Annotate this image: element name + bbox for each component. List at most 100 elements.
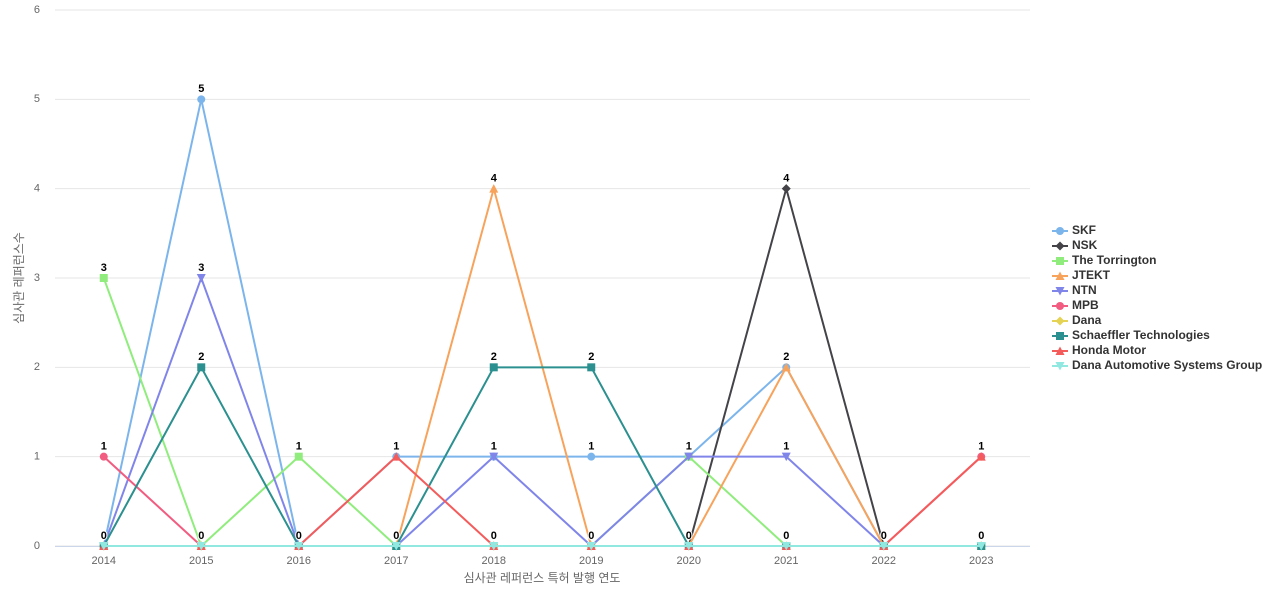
- point: [586, 542, 596, 551]
- legend-label: MPB: [1072, 298, 1099, 312]
- legend-symbol: [1056, 332, 1064, 340]
- legend-label: Dana Automotive Systems Group: [1072, 358, 1262, 372]
- point: [196, 274, 206, 283]
- x-tick-label: 2018: [482, 555, 506, 567]
- x-tick-label: 2014: [92, 555, 116, 567]
- legend-item: NTN: [1052, 283, 1097, 297]
- data-label: 0: [978, 530, 984, 542]
- x-tick-label: 2021: [774, 555, 798, 567]
- point: [391, 542, 401, 551]
- legend-symbol: [1055, 346, 1065, 355]
- data-label: 0: [783, 530, 789, 542]
- y-tick-label: 1: [34, 451, 40, 463]
- data-label: 1: [686, 441, 692, 453]
- legend-symbol: [1056, 257, 1064, 265]
- legend-label: Schaeffler Technologies: [1072, 328, 1210, 342]
- x-tick-label: 2022: [872, 555, 896, 567]
- legend-symbol: [1055, 362, 1065, 371]
- point: [976, 542, 986, 551]
- data-label: 2: [491, 351, 497, 363]
- point: [294, 542, 304, 551]
- point: [294, 452, 303, 461]
- y-tick-label: 2: [34, 361, 40, 373]
- point: [489, 542, 499, 551]
- line: [102, 277, 982, 548]
- y-axis-title: 심사관 레퍼런스수: [12, 232, 26, 324]
- data-label: 0: [686, 530, 692, 542]
- series: [99, 274, 986, 550]
- data-label: 1: [491, 441, 497, 453]
- point: [489, 184, 499, 193]
- y-tick-label: 3: [34, 272, 40, 284]
- legend-symbol: [1055, 241, 1065, 251]
- legend-symbol: [1055, 271, 1065, 280]
- data-label: 1: [783, 441, 789, 453]
- point: [197, 95, 206, 104]
- legend-label: Dana: [1072, 313, 1102, 327]
- data-label: 5: [198, 83, 204, 95]
- point: [781, 362, 791, 372]
- x-tick-label: 2015: [189, 555, 213, 567]
- data-label: 1: [101, 441, 107, 453]
- point: [196, 542, 206, 551]
- point: [391, 452, 401, 461]
- point: [99, 542, 109, 551]
- data-label: 1: [588, 441, 594, 453]
- series: [99, 95, 986, 550]
- point: [684, 452, 694, 462]
- x-tick-label: 2023: [969, 555, 993, 567]
- legend-label: JTEKT: [1072, 268, 1111, 282]
- data-label: 3: [101, 262, 107, 274]
- data-label: 4: [783, 173, 790, 185]
- legend-item: NSK: [1052, 238, 1098, 252]
- point: [99, 452, 108, 461]
- data-label: 0: [296, 530, 302, 542]
- x-tick-label: 2019: [579, 555, 603, 567]
- point: [489, 452, 499, 462]
- y-tick-label: 5: [34, 93, 40, 105]
- x-tick-label: 2016: [287, 555, 311, 567]
- point: [587, 363, 596, 372]
- legend-symbol: [1055, 316, 1065, 326]
- legend-symbol: [1056, 227, 1064, 235]
- legend-item: Honda Motor: [1052, 343, 1146, 357]
- data-label: 1: [978, 441, 984, 453]
- point: [587, 452, 596, 461]
- data-label: 0: [393, 530, 399, 542]
- legend-symbol: [1055, 287, 1065, 296]
- data-label: 3: [198, 262, 204, 274]
- data-label: 0: [101, 530, 107, 542]
- y-tick-label: 6: [34, 4, 40, 16]
- point: [99, 274, 108, 282]
- point: [197, 363, 206, 372]
- legend-item: Dana: [1052, 313, 1102, 327]
- line: [102, 99, 982, 548]
- point: [879, 542, 889, 551]
- point: [976, 452, 986, 461]
- point: [781, 184, 791, 194]
- legend-item: Dana Automotive Systems Group: [1052, 358, 1262, 372]
- legend-item: SKF: [1052, 223, 1096, 237]
- legend-label: The Torrington: [1072, 253, 1156, 267]
- data-label: 0: [198, 530, 204, 542]
- point: [781, 452, 791, 462]
- data-label: 4: [491, 173, 498, 185]
- data-label: 0: [491, 530, 497, 542]
- data-label: 0: [881, 530, 887, 542]
- data-label: 0: [588, 530, 594, 542]
- data-label: 1: [296, 441, 302, 453]
- x-axis-title: 심사관 레퍼런스 특허 발행 연도: [464, 570, 621, 585]
- legend-label: Honda Motor: [1072, 343, 1146, 357]
- point: [489, 363, 498, 372]
- series: [99, 542, 986, 551]
- line: [102, 275, 982, 548]
- point: [684, 542, 694, 551]
- legend-item: JTEKT: [1052, 268, 1111, 282]
- legend-item: MPB: [1052, 298, 1099, 312]
- legend-label: SKF: [1072, 223, 1096, 237]
- legend-item: Schaeffler Technologies: [1052, 328, 1210, 342]
- point: [781, 542, 791, 551]
- x-tick-label: 2020: [677, 555, 701, 567]
- data-label: 2: [588, 351, 594, 363]
